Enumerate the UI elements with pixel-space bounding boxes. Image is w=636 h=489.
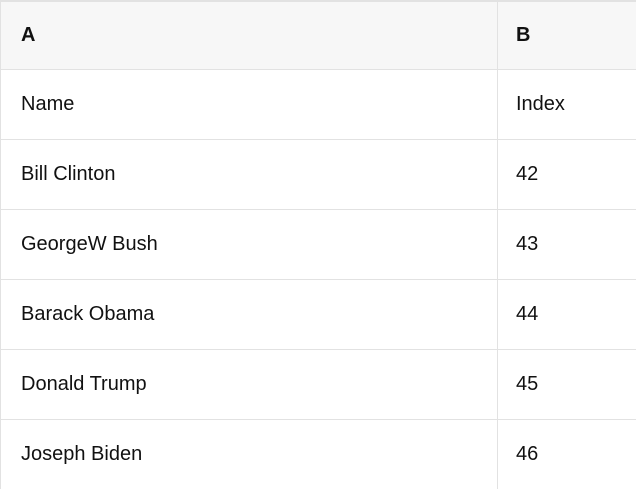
cell-a[interactable]: Donald Trump [1, 350, 498, 419]
cell-a[interactable]: Joseph Biden [1, 420, 498, 489]
cell-b[interactable]: 44 [516, 303, 539, 325]
cell-a[interactable]: Bill Clinton [1, 140, 498, 209]
cell-b[interactable]: 45 [516, 373, 539, 395]
cell-b[interactable]: 43 [516, 233, 539, 255]
table-row: Joseph Biden 46 [1, 420, 636, 489]
table-row: Name Index [1, 70, 636, 140]
cell-a[interactable]: Barack Obama [1, 280, 498, 349]
cell-b[interactable]: Index [516, 93, 565, 115]
cell-b[interactable]: 46 [516, 443, 539, 465]
cell-b[interactable]: 42 [516, 163, 539, 185]
column-header-row: A B [1, 2, 636, 70]
table-row: Donald Trump 45 [1, 350, 636, 420]
cell-a[interactable]: Name [1, 70, 498, 139]
table-row: GeorgeW Bush 43 [1, 210, 636, 280]
column-header-b[interactable]: B [516, 24, 531, 46]
table-row: Bill Clinton 42 [1, 140, 636, 210]
column-header-a[interactable]: A [1, 2, 498, 69]
table-row: Barack Obama 44 [1, 280, 636, 350]
cell-a[interactable]: GeorgeW Bush [1, 210, 498, 279]
